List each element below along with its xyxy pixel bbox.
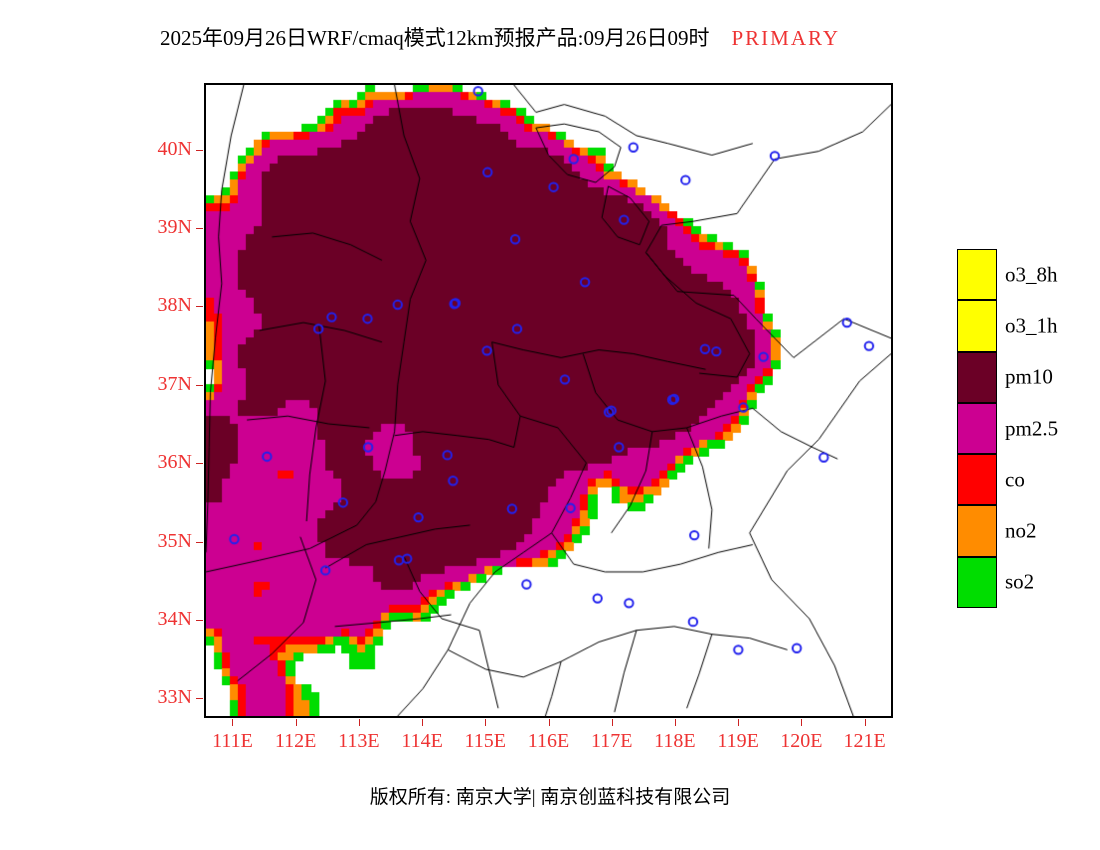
y-axis-tick-mark — [196, 541, 203, 543]
y-axis-tick-label: 38N — [157, 294, 192, 317]
x-axis-tick-label: 114E — [401, 730, 443, 752]
legend-label: no2 — [1005, 518, 1037, 543]
y-axis-tick-mark — [196, 306, 203, 308]
legend-swatch-o3-8h — [957, 249, 997, 301]
y-axis-tick-label: 40N — [157, 137, 192, 160]
copyright-footer: 版权所有: 南京大学| 南京创蓝科技有限公司 — [369, 787, 731, 808]
y-axis-tick-mark — [196, 620, 203, 621]
x-axis-tick-label: 119E — [717, 730, 759, 752]
legend-swatch-pm2-5 — [957, 402, 997, 455]
x-axis-tick-mark — [485, 719, 487, 726]
title-main-text: 2025年09月26日WRF/cmaq模式12km预报产品:09月26日09时 — [159, 26, 710, 50]
legend-swatch-co — [957, 454, 997, 506]
x-axis-tick-label: 121E — [843, 730, 886, 752]
y-axis-tick-label: 39N — [157, 216, 192, 239]
y-axis-tick-label: 34N — [157, 608, 192, 630]
x-axis-tick-label: 112E — [274, 730, 317, 752]
legend-swatch-o3-1h — [957, 300, 997, 352]
legend-row-co: co — [957, 454, 1025, 506]
legend-row-so2: so2 — [957, 556, 1034, 609]
x-axis-tick-label: 111E — [212, 730, 253, 752]
legend-row-o3-1h: o3_1h — [957, 300, 1058, 352]
x-axis-tick-label: 113E — [338, 730, 380, 752]
x-axis-tick-mark — [548, 719, 550, 726]
legend-label: pm2.5 — [1005, 416, 1059, 441]
x-axis-tick-label: 118E — [654, 730, 696, 752]
chart-title: 2025年09月26日WRF/cmaq模式12km预报产品:09月26日09时 P… — [0, 22, 1000, 52]
x-axis-tick-mark — [864, 719, 866, 726]
x-axis-tick-mark — [674, 719, 676, 726]
y-axis-tick-mark — [196, 228, 203, 230]
y-axis-tick-label: 37N — [157, 372, 192, 395]
x-axis-tick-label: 120E — [780, 730, 823, 752]
legend-row-no2: no2 — [957, 505, 1037, 557]
pollutant-legend: o3_8h o3_1h pm10 pm2.5 co no2 so2 — [957, 249, 1058, 609]
legend-swatch-pm10 — [957, 351, 997, 403]
x-axis-tick-mark — [422, 719, 424, 726]
legend-label: o3_1h — [1005, 313, 1058, 338]
y-axis-tick-label: 35N — [157, 529, 192, 552]
x-axis-tick-label: 116E — [527, 730, 570, 752]
map-plot-area[interactable] — [204, 83, 893, 718]
y-axis-tick-mark — [196, 463, 203, 465]
legend-row-o3-8h: o3_8h — [957, 249, 1058, 301]
x-axis-tick-mark — [358, 719, 360, 726]
legend-label: pm10 — [1005, 364, 1053, 389]
y-axis-tick-mark — [196, 149, 203, 151]
legend-label: co — [1005, 467, 1025, 492]
y-axis-tick-label: 36N — [157, 451, 192, 474]
x-axis-tick-mark — [232, 719, 234, 726]
legend-row-pm10: pm10 — [957, 351, 1053, 403]
y-axis-tick-mark — [196, 698, 203, 700]
y-axis-tick-label: 33N — [157, 686, 192, 709]
x-axis-tick-mark — [801, 719, 803, 726]
legend-swatch-so2 — [957, 556, 997, 609]
legend-row-pm2-5: pm2.5 — [957, 402, 1058, 455]
x-axis-tick-label: 117E — [590, 730, 633, 752]
legend-label: o3_8h — [1005, 262, 1058, 287]
x-axis-tick-label: 115E — [464, 730, 507, 752]
title-primary-tag: PRIMARY — [731, 26, 841, 50]
x-axis-tick-mark — [738, 719, 740, 726]
y-axis-tick-mark — [196, 384, 203, 386]
legend-swatch-no2 — [957, 505, 997, 557]
x-axis-tick-mark — [295, 719, 297, 726]
x-axis-tick-mark — [611, 719, 613, 726]
air-quality-heatmap-canvas — [206, 85, 891, 716]
legend-label: so2 — [1005, 569, 1035, 594]
